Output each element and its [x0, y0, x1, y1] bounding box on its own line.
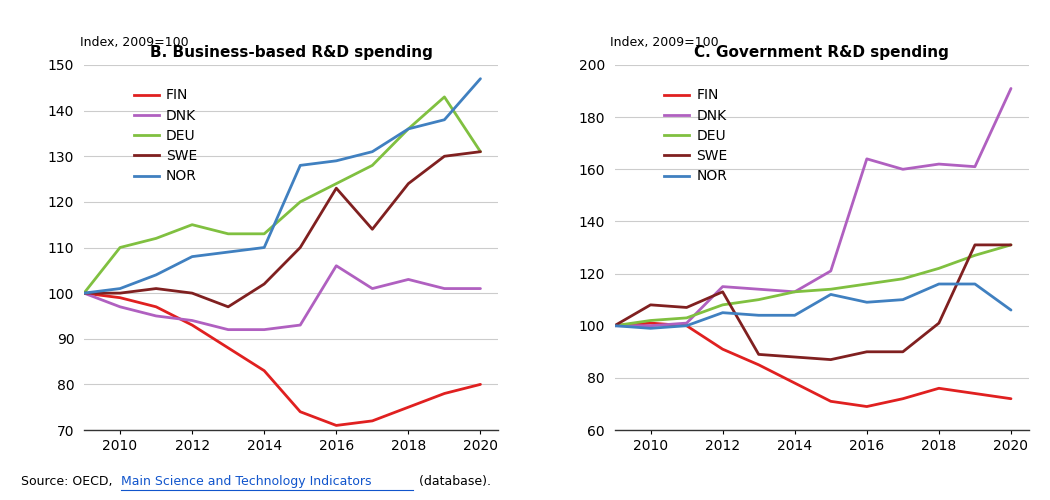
Title: B. Business-based R&D spending: B. Business-based R&D spending	[150, 44, 433, 60]
Text: Main Science and Technology Indicators: Main Science and Technology Indicators	[121, 474, 372, 488]
Text: Index, 2009=100: Index, 2009=100	[610, 36, 719, 49]
Text: Index, 2009=100: Index, 2009=100	[80, 36, 189, 49]
Legend: FIN, DNK, DEU, SWE, NOR: FIN, DNK, DEU, SWE, NOR	[128, 83, 203, 189]
Legend: FIN, DNK, DEU, SWE, NOR: FIN, DNK, DEU, SWE, NOR	[658, 83, 733, 189]
Text: (database).: (database).	[415, 474, 490, 488]
Title: C. Government R&D spending: C. Government R&D spending	[694, 44, 949, 60]
Text: Source: OECD,: Source: OECD,	[21, 474, 117, 488]
